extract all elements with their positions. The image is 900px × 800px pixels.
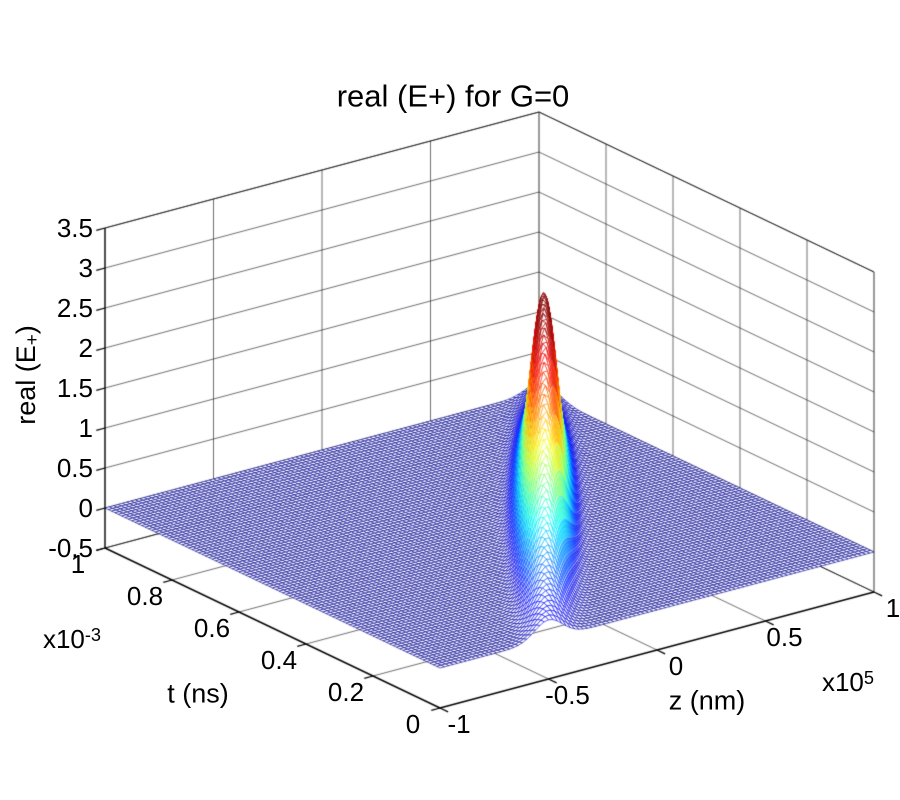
matlab-3d-mesh-figure: real (E+) for G=0 real (E+) t (ns) z (nm… bbox=[0, 0, 900, 800]
surface-plot-canvas bbox=[0, 0, 900, 800]
